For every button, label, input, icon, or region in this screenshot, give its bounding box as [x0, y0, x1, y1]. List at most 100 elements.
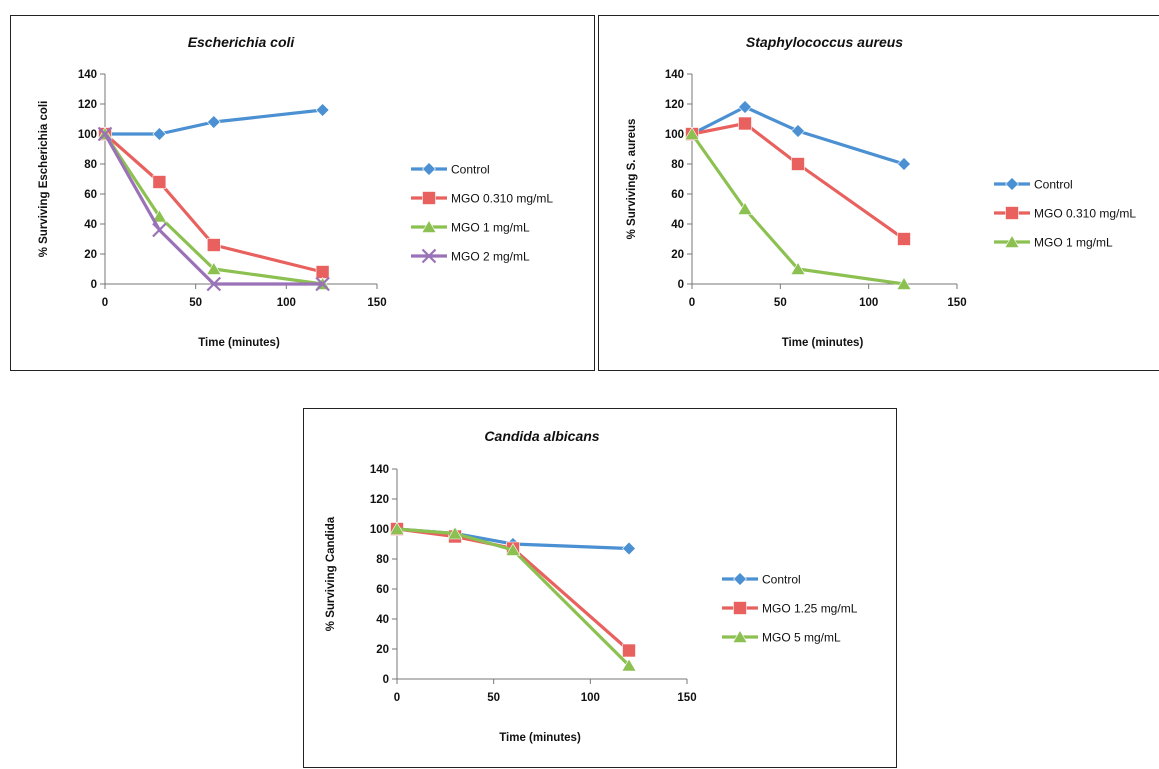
data-point — [315, 265, 330, 279]
y-tick-label: 20 — [671, 249, 684, 261]
data-point — [738, 100, 752, 114]
chart-svg: Staphylococcus aureus 0 20 40 60 80 100 120 140 0… — [626, 34, 1136, 349]
series-line — [103, 132, 325, 274]
data-point — [206, 261, 222, 275]
y-tick-label: 100 — [665, 129, 684, 141]
chart-panel-staphylococcus-aureus: Staphylococcus aureus 0 20 40 60 80 100 120 140 0… — [598, 15, 1159, 371]
legend-item-control: Control — [722, 572, 801, 587]
legend-marker — [733, 601, 747, 615]
x-tick-label: 100 — [581, 692, 600, 704]
legend-label: Control — [1034, 178, 1073, 192]
data-point — [97, 126, 113, 142]
chart-title: Staphylococcus aureus — [746, 34, 903, 50]
chart-panel-candida-albicans: Candida albicans 0 20 40 60 80 100 120 140 0 50 100… — [303, 408, 897, 768]
data-point — [897, 157, 911, 171]
data-point — [621, 658, 637, 672]
data-point — [151, 209, 167, 223]
y-tick-label: 140 — [78, 69, 97, 81]
data-point — [738, 116, 752, 131]
y-tick-label: 100 — [78, 129, 97, 141]
y-tick-label: 60 — [376, 584, 389, 596]
legend-label: MGO 0.310 mg/mL — [451, 192, 553, 206]
y-tick-label: 60 — [671, 189, 684, 201]
legend-item-mgo-0-310-mg-ml: MGO 0.310 mg/mL — [411, 191, 553, 206]
data-point — [207, 238, 221, 252]
legend-marker — [422, 191, 436, 205]
data-point — [791, 124, 805, 138]
x-axis-title: Time (minutes) — [499, 732, 581, 744]
series-mgo-5-mg-ml — [389, 521, 637, 672]
data-point — [152, 222, 167, 238]
y-tick-label: 0 — [383, 674, 389, 686]
series-mgo-1-mg-ml — [684, 126, 912, 290]
series-line — [103, 132, 325, 286]
data-point — [447, 526, 463, 540]
x-axis-title: Time (minutes) — [198, 337, 280, 349]
data-point — [315, 103, 330, 117]
y-tick-label: 120 — [370, 494, 389, 506]
data-point — [206, 276, 222, 292]
legend-item-mgo-0-310-mg-ml: MGO 0.310 mg/mL — [994, 206, 1136, 221]
x-tick-label: 0 — [689, 297, 695, 309]
y-tick-label: 140 — [665, 69, 684, 81]
y-tick-label: 0 — [678, 279, 684, 291]
data-point — [505, 542, 521, 556]
legend-item-mgo-1-mg-ml: MGO 1 mg/mL — [994, 234, 1113, 250]
data-point — [897, 232, 911, 246]
data-point — [622, 541, 636, 556]
x-tick-label: 150 — [677, 692, 696, 704]
y-tick-label: 120 — [665, 99, 684, 111]
data-point — [152, 175, 167, 189]
y-tick-label: 20 — [376, 644, 389, 656]
chart-svg: Escherichia coli 0 20 40 60 80 100 120 140 0 50 100… — [38, 34, 553, 349]
y-tick-label: 0 — [91, 279, 97, 291]
data-point — [315, 276, 330, 292]
x-tick-label: 0 — [102, 297, 108, 309]
legend-marker — [1004, 234, 1020, 248]
x-tick-label: 100 — [859, 297, 878, 309]
legend-marker — [1005, 177, 1019, 191]
y-tick-label: 100 — [370, 524, 389, 536]
x-tick-label: 50 — [487, 692, 500, 704]
data-point — [791, 157, 805, 171]
data-point — [206, 115, 221, 129]
series-mgo-2-mg-ml — [97, 126, 330, 292]
legend-label: MGO 2 mg/mL — [451, 250, 530, 264]
legend-marker — [1005, 206, 1019, 220]
x-tick-label: 150 — [947, 297, 966, 309]
y-tick-label: 80 — [671, 159, 684, 171]
series-line — [690, 132, 906, 286]
legend-marker — [422, 162, 436, 176]
series-line — [103, 108, 325, 136]
data-point — [389, 521, 405, 535]
data-point — [152, 127, 167, 141]
x-tick-label: 150 — [367, 297, 386, 309]
data-point — [896, 276, 912, 290]
legend-marker — [421, 248, 437, 264]
y-axis-title: % Surviving Candida — [325, 516, 337, 631]
legend-item-mgo-1-mg-ml: MGO 1 mg/mL — [411, 219, 530, 235]
y-tick-label: 20 — [84, 249, 97, 261]
y-tick-label: 40 — [376, 614, 389, 626]
legend-item-control: Control — [411, 162, 490, 177]
x-axis-title: Time (minutes) — [782, 337, 864, 349]
chart-title: Escherichia coli — [188, 34, 296, 50]
series-line — [395, 527, 631, 668]
chart-panel-escherichia-coli: Escherichia coli 0 20 40 60 80 100 120 140 0 50 100… — [10, 15, 595, 371]
data-point — [622, 643, 636, 658]
x-tick-label: 100 — [277, 297, 296, 309]
x-tick-label: 50 — [774, 297, 787, 309]
legend-item-control: Control — [994, 177, 1073, 192]
legend-label: MGO 0.310 mg/mL — [1034, 207, 1136, 221]
series-mgo-0-310-mg-ml — [98, 127, 330, 279]
y-tick-label: 40 — [84, 219, 97, 231]
legend-item-mgo-5-mg-ml: MGO 5 mg/mL — [722, 629, 841, 645]
legend-marker — [421, 219, 437, 233]
y-axis-title: % Surviving S. aureus — [626, 119, 638, 240]
series-control — [98, 103, 330, 141]
x-tick-label: 50 — [189, 297, 202, 309]
legend-marker — [732, 629, 748, 643]
legend-marker — [733, 572, 747, 586]
y-tick-label: 80 — [376, 554, 389, 566]
y-tick-label: 60 — [84, 189, 97, 201]
